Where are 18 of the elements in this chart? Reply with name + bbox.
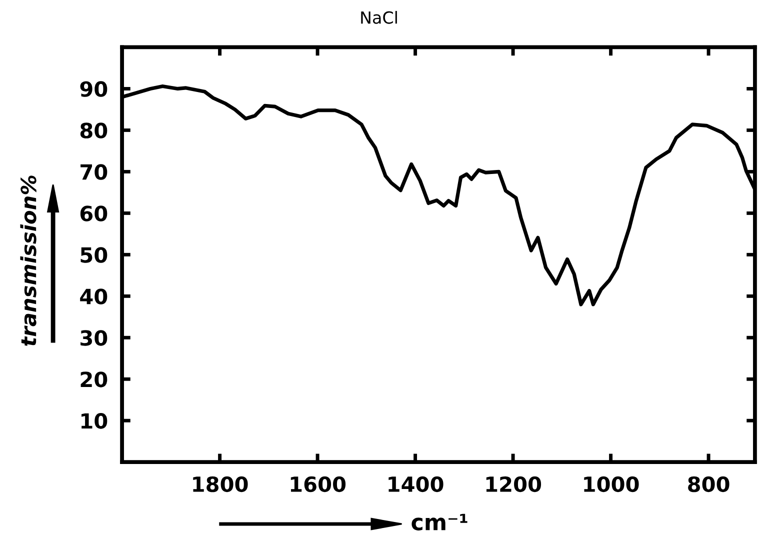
y-tick-label: 50: [80, 247, 108, 263]
chart-title: NaCl: [361, 10, 397, 24]
y-tick-label: 80: [80, 122, 108, 138]
y-tick-label: 40: [80, 288, 108, 304]
y-tick-label: 10: [82, 413, 108, 429]
x-tick-label: 1200: [486, 476, 542, 492]
x-axis-title: cm⁻¹: [412, 514, 468, 530]
y-axis-title: transmission%: [20, 176, 36, 346]
y-tick-label: 60: [80, 206, 108, 222]
x-tick-label: 1400: [388, 476, 444, 492]
y-tick-label: 70: [80, 164, 108, 180]
y-tick-label: 20: [80, 372, 108, 388]
x-tick-label: 1800: [193, 476, 248, 492]
x-tick-label: 800: [688, 476, 730, 492]
y-tick-label: 30: [80, 330, 108, 346]
y-tick-label: 90: [80, 81, 108, 97]
x-tick-label: 1000: [584, 476, 639, 492]
x-tick-label: 1600: [290, 476, 346, 492]
